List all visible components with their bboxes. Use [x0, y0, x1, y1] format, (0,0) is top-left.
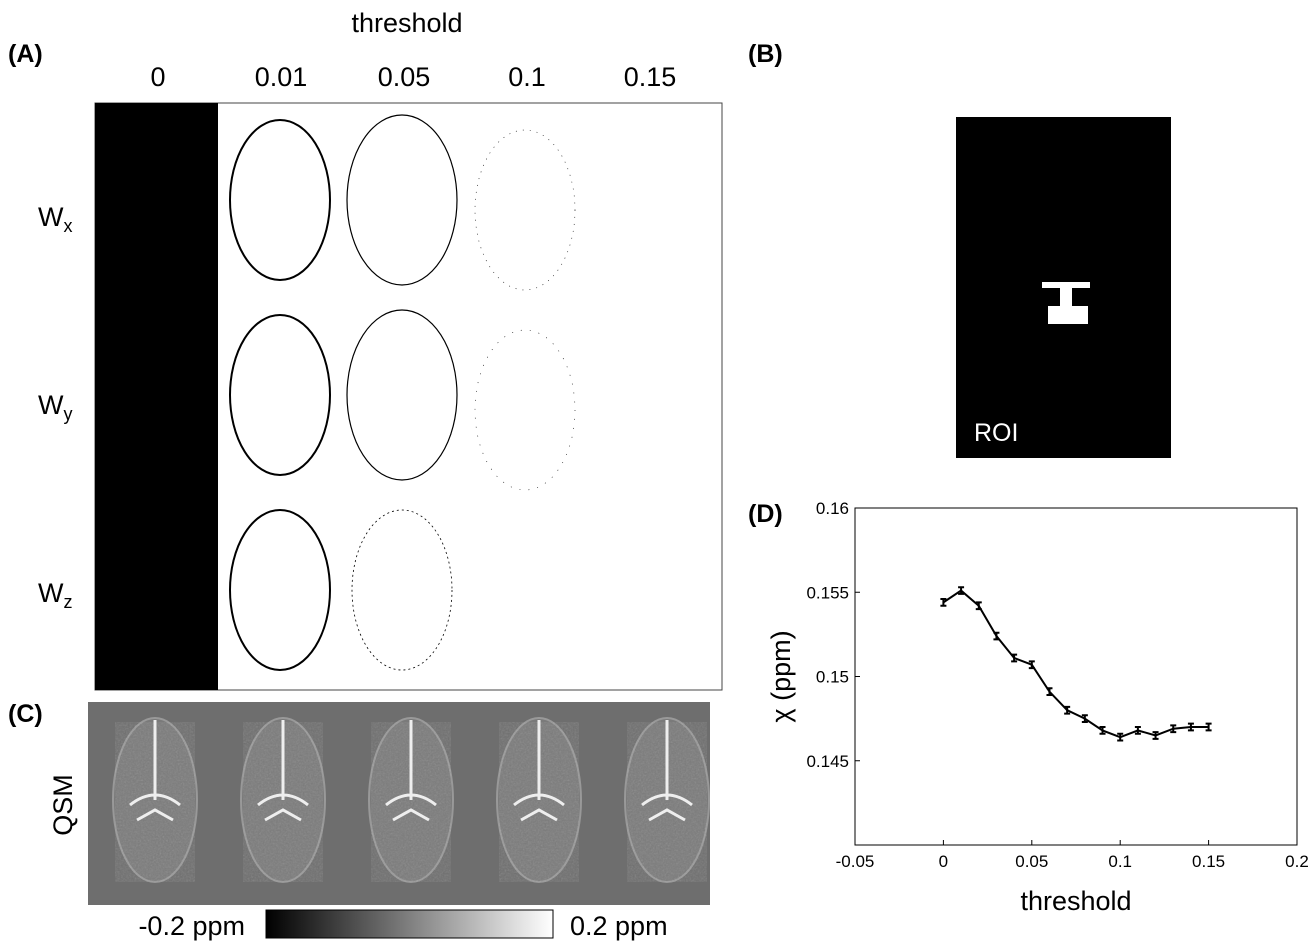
- x-tick-label: 0.15: [1192, 852, 1225, 871]
- error-bar: [975, 601, 982, 611]
- qsm-images: [112, 717, 710, 883]
- error-bar: [940, 597, 947, 607]
- x-tick-label: -0.05: [836, 852, 875, 871]
- x-axis-label: threshold: [1020, 886, 1131, 916]
- error-bar: [1011, 653, 1018, 663]
- row-label: Wz: [38, 578, 72, 612]
- qsm-vessels: [257, 720, 309, 822]
- error-bar: [1170, 724, 1177, 734]
- colorbar-min: -0.2 ppm: [138, 911, 245, 941]
- row-subscript: y: [63, 404, 72, 424]
- column-label: 0.05: [378, 62, 431, 92]
- x-tick-label: 0: [939, 852, 948, 871]
- qsm-vessels: [385, 720, 437, 822]
- panel-label: (B): [748, 40, 783, 68]
- y-tick-label: 0.155: [806, 583, 849, 602]
- data-line: [942, 589, 1209, 739]
- y-tick-label: 0.15: [816, 668, 849, 687]
- row-symbol: W: [38, 578, 64, 608]
- roi-caption: ROI: [974, 419, 1018, 447]
- image-dense-noise: [218, 103, 341, 690]
- image-black: [95, 103, 218, 690]
- x-tick-label: 0.1: [1108, 852, 1132, 871]
- column-label: 0.01: [255, 62, 308, 92]
- weight-maps: [94, 102, 723, 691]
- qsm-vessels: [513, 720, 565, 822]
- plot-frame: [854, 507, 1298, 846]
- column-label: 0.1: [508, 62, 546, 92]
- column-heading: threshold: [351, 8, 462, 38]
- error-bar: [1028, 660, 1035, 670]
- qsm-vessels: [641, 720, 693, 822]
- error-bar: [1081, 714, 1088, 723]
- column-label: 0.15: [624, 62, 677, 92]
- error-bar: [1117, 732, 1124, 742]
- error-bar: [1134, 726, 1141, 735]
- panel-label: (D): [748, 500, 783, 528]
- error-bar: [1152, 731, 1159, 740]
- row-symbol: W: [38, 390, 64, 420]
- x-tick-label: 0.2: [1285, 852, 1309, 871]
- row-subscript: z: [63, 592, 72, 612]
- y-axis-label: χ (ppm): [766, 630, 796, 722]
- panel-label: (C): [8, 700, 43, 728]
- colorbar: [265, 909, 554, 939]
- row-label: QSM: [48, 774, 78, 836]
- row-symbol: W: [38, 202, 64, 232]
- error-bar: [1099, 726, 1106, 735]
- chart: -0.05 0 0.05 0.1 0.15 0.2 0.145 0.15 0.155 0.16 th…: [766, 499, 1309, 916]
- qsm-vessels: [129, 720, 181, 822]
- error-bar: [1064, 705, 1071, 715]
- row-subscript: x: [63, 216, 72, 236]
- colorbar-max: 0.2 ppm: [570, 911, 668, 941]
- error-bar: [958, 586, 965, 595]
- row-label: Wy: [38, 390, 72, 424]
- y-tick-label: 0.16: [816, 499, 849, 518]
- column-labels: 0 0.01 0.05 0.1 0.15: [150, 62, 676, 92]
- error-bar: [1187, 722, 1194, 732]
- error-bar: [993, 631, 1000, 641]
- row-label: Wx: [38, 202, 72, 236]
- error-bar: [1205, 722, 1212, 732]
- x-tick-label: 0.05: [1015, 852, 1048, 871]
- image-sparse-noise: [341, 103, 464, 690]
- roi-region: [1042, 282, 1090, 324]
- column-label: 0: [150, 62, 165, 92]
- error-bar: [1046, 687, 1053, 697]
- y-tick-label: 0.145: [806, 752, 849, 771]
- brain-outlines: [229, 114, 576, 671]
- panel-label: (A): [8, 40, 43, 68]
